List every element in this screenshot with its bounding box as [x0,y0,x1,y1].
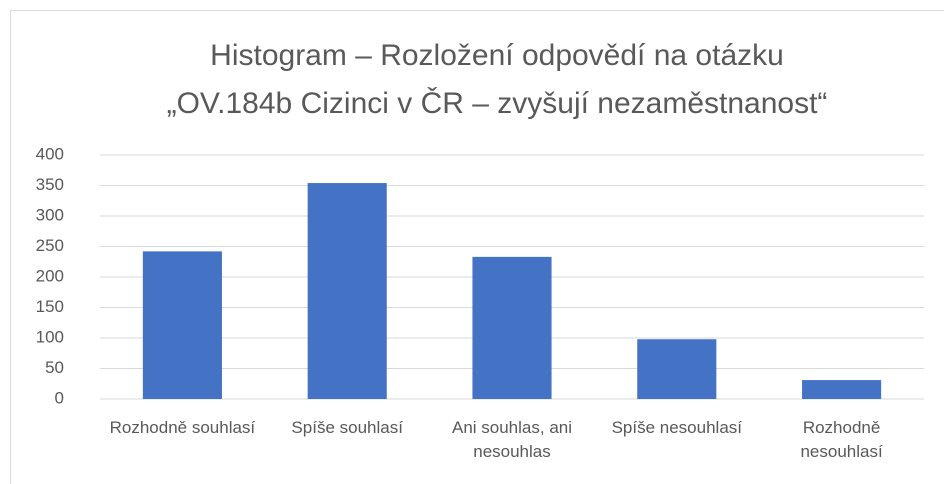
y-tick-label: 200 [36,266,64,285]
y-tick-label: 50 [45,358,64,377]
x-tick-label: Rozhodně nesouhlasí [800,418,883,461]
y-tick-label: 100 [36,327,64,346]
y-tick-label: 300 [36,205,64,224]
bar [637,339,717,399]
x-tick-label: Rozhodně souhlasí [109,418,256,437]
chart-title: „OV.184b Cizinci v ČR – zvyšují nezaměst… [167,86,828,120]
x-tick-label: Spíše souhlasí [291,418,403,437]
y-tick-label: 0 [55,388,64,407]
bar [142,251,222,399]
bar [472,256,552,399]
bar [802,380,882,399]
y-tick-label: 150 [36,297,64,316]
chart-frame [10,10,944,484]
y-tick-label: 400 [36,144,64,163]
chart-title: Histogram – Rozložení odpovědí na otázku [210,39,784,72]
y-tick-label: 350 [36,175,64,194]
bar [307,183,387,399]
x-tick-label: Spíše nesouhlasí [611,418,742,437]
y-tick-label: 250 [36,236,64,255]
x-tick-label: Ani souhlas, ani nesouhlas [451,418,573,461]
